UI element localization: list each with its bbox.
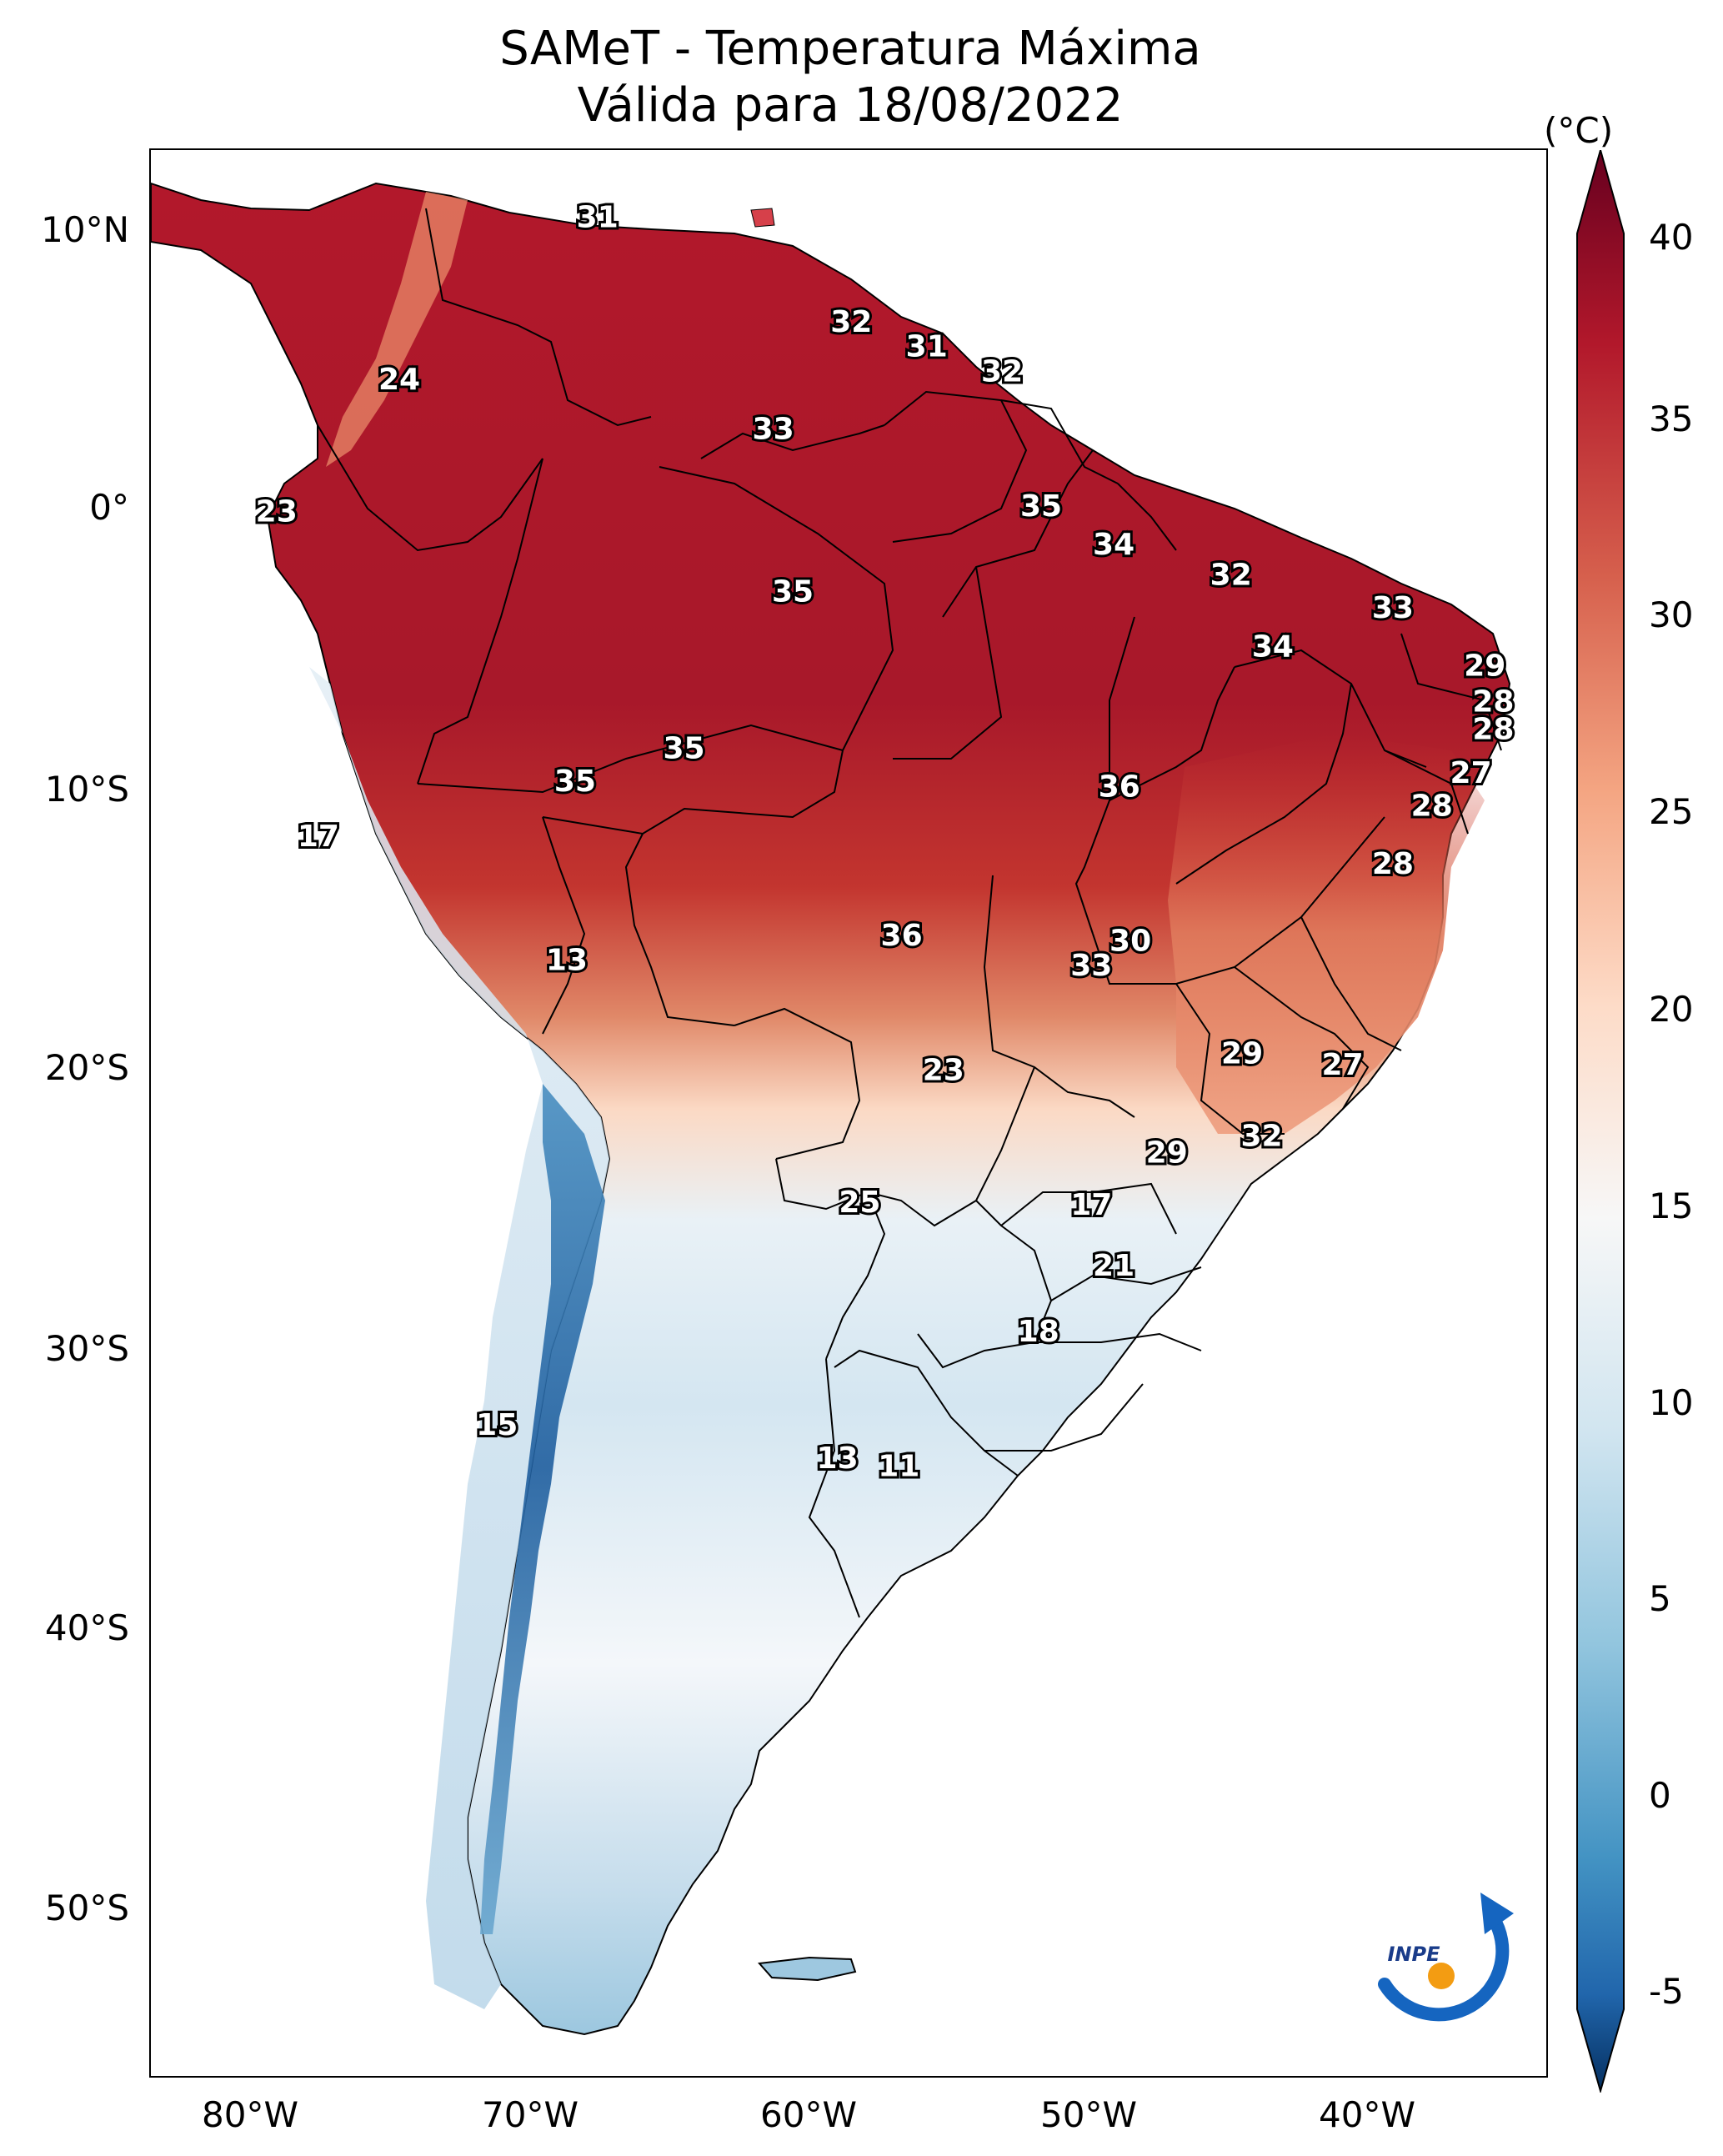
- temperature-label: 35: [772, 574, 814, 609]
- temperature-label: 23: [923, 1054, 964, 1088]
- country-borders: [317, 208, 1502, 1618]
- inpe-logo: INPE: [1378, 1893, 1514, 2022]
- map-subtitle: Válida para 18/08/2022: [577, 78, 1124, 133]
- temperature-label: 17: [1070, 1188, 1112, 1222]
- temperature-label: 33: [1372, 591, 1414, 625]
- lat-label-30s: 30°S: [44, 1328, 129, 1369]
- lon-label-70w: 70°W: [482, 2094, 579, 2135]
- lat-label-50s: 50°S: [44, 1888, 129, 1928]
- temperature-label: 35: [554, 765, 596, 799]
- map-area: 31 32 31 32 24 33 35 23 34 32 35 33 34 29 28 28 35 27 35 36…: [149, 148, 1548, 2078]
- temperature-label: 28: [1472, 712, 1514, 746]
- colorbar-tick-5: 5: [1649, 1578, 1671, 1619]
- temperature-label: 13: [817, 1442, 859, 1476]
- temperature-label: 33: [753, 413, 794, 447]
- temperature-label: 29: [1464, 649, 1505, 683]
- lat-label-10s: 10°S: [44, 769, 129, 810]
- caribbean-island: [750, 208, 775, 228]
- temperature-label: 36: [1099, 770, 1140, 805]
- lat-label-0: 0°: [89, 487, 129, 528]
- temperature-label: 31: [906, 330, 948, 364]
- colorbar-tick-10: 10: [1649, 1382, 1694, 1423]
- high-andes: [480, 1084, 605, 1934]
- colorbar-tick-25: 25: [1649, 791, 1694, 832]
- temperature-label: 25: [839, 1186, 880, 1220]
- colorbar-tick-15: 15: [1649, 1186, 1694, 1226]
- temperature-label: 18: [1018, 1315, 1059, 1349]
- temperature-label: 32: [981, 354, 1023, 389]
- temperature-label: 32: [830, 305, 872, 339]
- temperature-label: 33: [1070, 949, 1112, 983]
- temperature-label: 28: [1472, 684, 1514, 719]
- colorbar: [1576, 150, 1625, 2093]
- temperature-label: 13: [546, 944, 588, 978]
- colorbar-tick-35: 35: [1649, 399, 1694, 439]
- temperature-label: 29: [1146, 1136, 1188, 1171]
- temperature-label: 28: [1411, 790, 1453, 824]
- lat-label-10n: 10°N: [41, 209, 129, 250]
- temperature-label: 32: [1210, 559, 1252, 593]
- temperature-label: 17: [298, 820, 339, 854]
- temperature-label: 15: [476, 1408, 518, 1442]
- temperature-label: 21: [1093, 1249, 1134, 1283]
- lon-label-60w: 60°W: [760, 2094, 857, 2135]
- temperature-label: 29: [1221, 1037, 1263, 1071]
- colorbar-tick-0: 0: [1649, 1775, 1671, 1816]
- temperature-label: 34: [1093, 528, 1134, 562]
- colorbar-tick-40: 40: [1649, 217, 1694, 258]
- colorbar-gradient: [1576, 150, 1625, 2093]
- logo-text: INPE: [1388, 1943, 1441, 1966]
- temperature-label: 27: [1322, 1048, 1364, 1082]
- temperature-label: 11: [878, 1450, 919, 1484]
- colorbar-unit: (°C): [1544, 110, 1614, 151]
- lon-label-80w: 80°W: [202, 2094, 298, 2135]
- colorbar-tick-minus5: -5: [1649, 1971, 1684, 2012]
- temperature-label: 27: [1450, 756, 1492, 790]
- falkland-islands: [757, 1956, 857, 1982]
- colorbar-tick-30: 30: [1649, 594, 1694, 635]
- temperature-label: 28: [1372, 847, 1414, 881]
- temperature-label: 30: [1109, 924, 1151, 958]
- lat-label-40s: 40°S: [44, 1607, 129, 1648]
- temperature-label: 36: [881, 919, 923, 953]
- lat-label-20s: 20°S: [44, 1047, 129, 1088]
- temperature-label: 35: [1020, 489, 1062, 524]
- lon-label-40w: 40°W: [1319, 2094, 1415, 2135]
- map-title: SAMeT - Temperatura Máxima: [499, 22, 1201, 76]
- colorbar-tick-20: 20: [1649, 989, 1694, 1030]
- temperature-label: 34: [1252, 629, 1294, 664]
- temperature-label: 23: [256, 495, 298, 529]
- east-brazil-shading: [1168, 734, 1485, 1134]
- temperature-label: 31: [577, 201, 619, 235]
- temperature-label: 32: [1240, 1120, 1282, 1154]
- temperature-label: 24: [378, 363, 420, 397]
- northern-andes: [326, 192, 468, 467]
- temperature-label: 35: [663, 731, 704, 765]
- lon-label-50w: 50°W: [1040, 2094, 1137, 2135]
